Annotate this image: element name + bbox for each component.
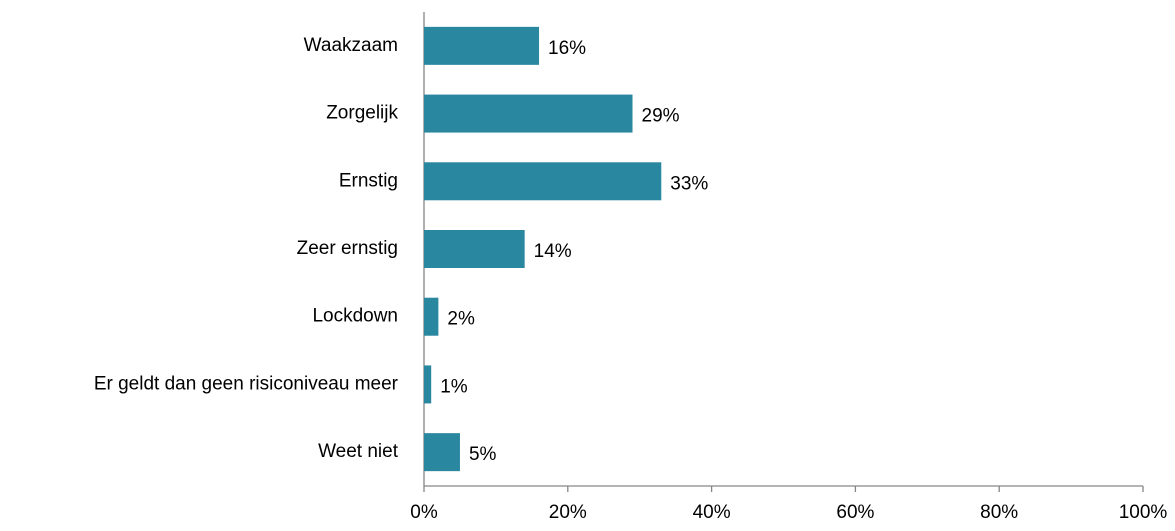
value-label: 33% bbox=[670, 173, 708, 194]
y-tick-label: Zeer ernstig bbox=[297, 238, 398, 259]
x-tick-label: 0% bbox=[410, 502, 438, 523]
value-label: 2% bbox=[447, 309, 475, 330]
bar bbox=[424, 94, 633, 133]
value-label: 14% bbox=[534, 241, 572, 262]
bar bbox=[424, 365, 432, 404]
bar bbox=[424, 230, 525, 268]
value-label: 1% bbox=[440, 376, 468, 397]
x-tick-label: 40% bbox=[693, 502, 731, 523]
x-tick-label: 20% bbox=[549, 502, 587, 523]
bar bbox=[424, 297, 439, 336]
x-tick-label: 100% bbox=[1119, 502, 1168, 523]
value-label: 5% bbox=[469, 444, 497, 465]
y-tick-label: Waakzaam bbox=[304, 35, 398, 56]
x-tick-label: 60% bbox=[836, 502, 874, 523]
bar bbox=[424, 26, 540, 65]
y-tick-label: Weet niet bbox=[318, 441, 399, 462]
value-label: 29% bbox=[642, 106, 680, 127]
value-label: 16% bbox=[548, 38, 586, 59]
y-tick-label: Zorgelijk bbox=[326, 103, 398, 124]
y-tick-label: Er geldt dan geen risiconiveau meer bbox=[94, 373, 399, 394]
y-tick-label: Ernstig bbox=[339, 170, 398, 191]
y-tick-label: Lockdown bbox=[312, 306, 398, 327]
x-tick-label: 80% bbox=[980, 502, 1018, 523]
bar bbox=[424, 162, 662, 201]
bar bbox=[424, 433, 460, 472]
